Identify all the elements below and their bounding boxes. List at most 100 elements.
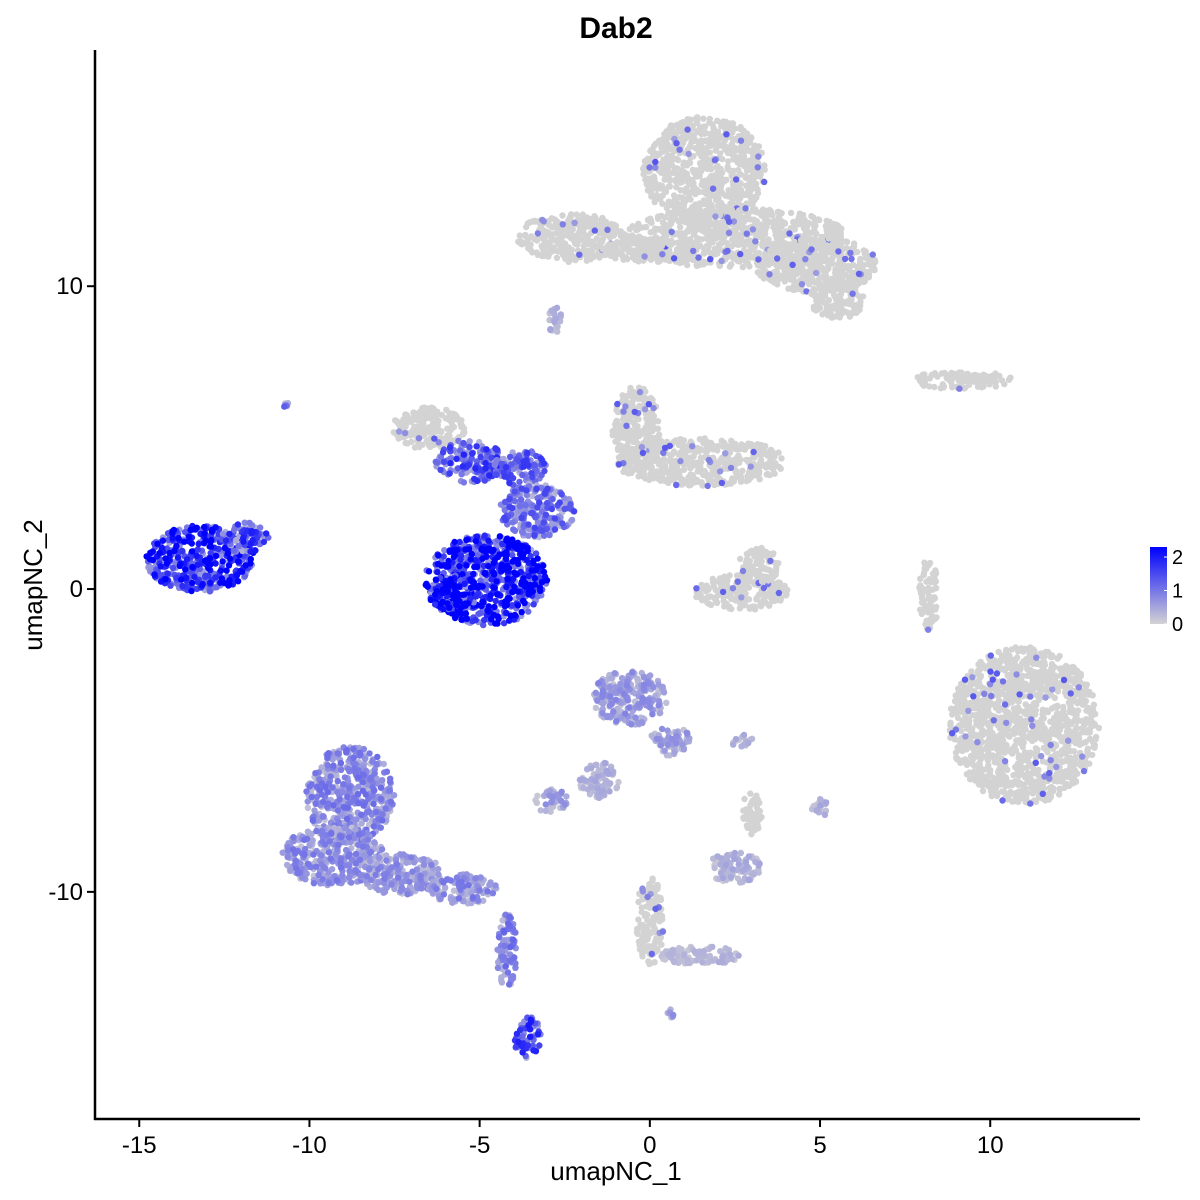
cell-point: [635, 247, 642, 254]
cell-point: [667, 456, 674, 463]
cell-point: [734, 453, 742, 460]
cell-point: [179, 582, 186, 590]
cell-point: [743, 230, 750, 237]
cell-point: [456, 597, 463, 605]
cell-point: [778, 455, 785, 462]
cell-point: [638, 443, 646, 451]
cell-point: [174, 554, 182, 561]
cell-point: [561, 505, 568, 513]
cell-point: [807, 229, 814, 236]
cell-point: [615, 461, 623, 468]
cell-point: [432, 576, 440, 583]
cell-point: [921, 371, 928, 378]
cell-point: [629, 402, 636, 409]
cell-point: [735, 459, 743, 466]
cell-point: [540, 228, 547, 235]
cell-point: [484, 607, 491, 614]
cell-point: [438, 562, 445, 569]
cell-point: [720, 459, 728, 466]
cell-point: [525, 608, 532, 615]
cell-point: [646, 175, 653, 182]
cell-point: [689, 443, 696, 450]
cell-point: [845, 297, 852, 305]
cell-point: [564, 232, 571, 239]
cell-point: [473, 443, 480, 450]
cell-point: [819, 311, 826, 318]
cell-point: [437, 466, 444, 474]
cell-point: [448, 418, 455, 425]
cell-point: [540, 562, 547, 569]
cell-point: [705, 456, 713, 464]
cell-point: [721, 440, 728, 447]
cell-point: [654, 244, 662, 251]
cell-point: [748, 134, 755, 142]
cell-point: [516, 503, 524, 510]
cell-point: [718, 257, 725, 265]
cell-point: [716, 245, 723, 252]
cell-point: [544, 485, 551, 492]
cell-point: [446, 444, 454, 451]
chart-title: Dab2: [579, 12, 652, 45]
cell-point: [754, 186, 761, 193]
cell-point: [712, 219, 719, 227]
cell-point: [490, 546, 497, 554]
cell-point: [729, 196, 736, 203]
cell-point: [580, 246, 588, 254]
cell-point: [684, 261, 691, 269]
cell-point: [518, 496, 525, 503]
cell-point: [524, 449, 531, 456]
cell-point: [737, 137, 745, 144]
cell-point: [649, 427, 656, 435]
cell-point: [518, 578, 526, 585]
cell-point: [463, 536, 470, 544]
cell-point: [690, 247, 697, 255]
cell-point: [427, 596, 434, 604]
cell-point: [673, 140, 680, 147]
cell-point: [778, 218, 786, 225]
cell-point: [682, 252, 689, 260]
cell-point: [693, 262, 701, 269]
cell-point: [758, 451, 765, 459]
cell-point: [479, 546, 486, 553]
cell-point: [700, 471, 707, 479]
cell-point: [725, 187, 732, 194]
cell-point: [520, 463, 527, 470]
cell-point: [754, 269, 762, 276]
cell-point: [732, 237, 739, 245]
cell-point: [490, 569, 497, 576]
cell-point: [855, 270, 863, 277]
cell-point: [468, 550, 476, 558]
cell-point: [639, 449, 647, 457]
cell-point: [459, 422, 466, 430]
cell-point: [776, 242, 783, 249]
cell-point: [540, 460, 548, 467]
cell-point: [510, 526, 517, 533]
cell-point: [724, 163, 731, 170]
cell-point: [559, 520, 566, 527]
cell-point: [485, 563, 492, 570]
cell-point: [728, 140, 736, 148]
cell-point: [466, 443, 473, 451]
cell-point: [636, 388, 644, 396]
cell-point: [471, 563, 478, 571]
cell-point: [848, 255, 855, 263]
cell-point: [632, 252, 639, 260]
cell-point: [787, 209, 795, 217]
cell-point: [982, 373, 990, 380]
points-layer: [143, 114, 1103, 1061]
cell-point: [687, 480, 695, 487]
cell-point: [653, 454, 661, 461]
cell-point: [752, 238, 759, 245]
cell-point: [509, 519, 516, 526]
cell-point: [481, 477, 488, 484]
cell-point: [641, 157, 649, 165]
cell-point: [998, 377, 1006, 384]
cell-point: [734, 474, 741, 481]
cell-point: [590, 239, 597, 247]
cell-point: [810, 303, 817, 310]
cell-point: [638, 235, 645, 242]
cell-cluster: [390, 404, 468, 451]
cell-point: [849, 290, 856, 297]
cell-point: [688, 138, 695, 146]
cell-point: [847, 249, 854, 257]
